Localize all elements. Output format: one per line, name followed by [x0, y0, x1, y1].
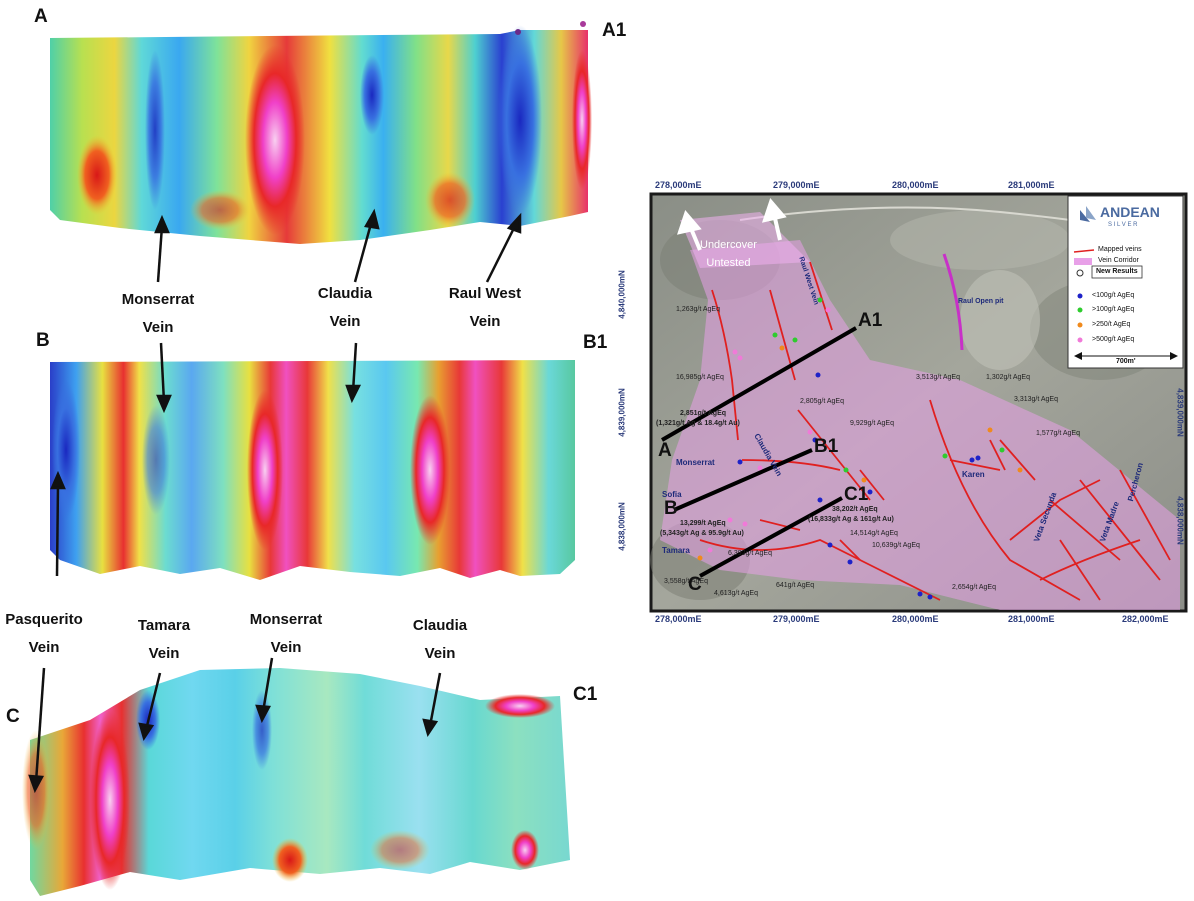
- vein-pointer-arrows: [28, 208, 522, 794]
- vein-suffix: Vein: [28, 639, 60, 656]
- vein-name: Tamara: [137, 617, 191, 634]
- vein-label-claudia-c: Claudia Vein: [390, 612, 490, 668]
- northing-tick: 4,839,000mN: [1175, 388, 1185, 437]
- vein-label-pasquerito-c: Pasquerito Vein: [0, 606, 88, 662]
- section-c-profile: [22, 668, 570, 896]
- section-a-profile: [50, 21, 592, 244]
- assay-label: 2,805g/t AgEq: [800, 398, 844, 405]
- map-label-raul-pit: Raul Open pit: [958, 298, 1004, 305]
- map-label-monserrat: Monserrat: [676, 458, 715, 467]
- northing-tick: 4,838,000mN: [1175, 496, 1185, 545]
- vein-label-monserrat-a: Monserrat Vein: [108, 286, 208, 342]
- map-section-b1-label: B1: [814, 436, 839, 457]
- section-b-end-label: B1: [583, 332, 608, 353]
- vein-suffix: Vein: [424, 645, 456, 662]
- undercover-label: Undercover Untested: [700, 236, 757, 272]
- section-b-start-label: B: [36, 330, 50, 351]
- legend-mapped-veins: Mapped veins: [1098, 246, 1142, 253]
- vein-name: Pasquerito: [5, 611, 83, 628]
- map-section-c1-label: C1: [844, 484, 869, 505]
- assay-label: 38,202/t AgEq: [832, 506, 878, 513]
- assay-label: 2,654g/t AgEq: [952, 584, 996, 591]
- scale-bar-label: 700m': [1116, 358, 1136, 365]
- northing-tick: 4,838,000mN: [617, 502, 627, 551]
- assay-label: 1,263g/t AgEq: [676, 306, 720, 313]
- vein-name: Raul West: [448, 285, 522, 302]
- andean-logo-subtext: S I L V E R: [1108, 222, 1138, 228]
- legend-item: <100g/t AgEq: [1092, 292, 1135, 299]
- section-b-profile: [50, 360, 575, 580]
- map-section-c-label: C: [688, 574, 702, 595]
- map-label-sofia: Sofia: [662, 490, 682, 499]
- assay-label: 4,613g/t AgEq: [714, 590, 758, 597]
- map-label-tamara: Tamara: [662, 546, 690, 555]
- vein-label-raul-west-a: Raul West Vein: [435, 280, 535, 336]
- map-section-a-label: A: [658, 440, 672, 461]
- easting-tick: 281,000mE: [1008, 614, 1055, 624]
- map-section-a1-label: A1: [858, 310, 883, 331]
- northing-tick: 4,839,000mN: [617, 388, 627, 437]
- assay-label: 9,929g/t AgEq: [850, 420, 894, 427]
- map-label-karen: Karen: [962, 470, 985, 479]
- vein-name: Monserrat: [249, 611, 323, 628]
- vein-suffix: Vein: [270, 639, 302, 656]
- vein-suffix: Vein: [329, 313, 361, 330]
- vein-suffix: Vein: [469, 313, 501, 330]
- vein-name: Claudia: [317, 285, 373, 302]
- vein-label-tamara-c: Tamara Vein: [124, 612, 204, 668]
- legend-item: >100g/t AgEq: [1092, 306, 1135, 313]
- section-c-end-label: C1: [573, 684, 598, 705]
- assay-label: 1,302g/t AgEq: [986, 374, 1030, 381]
- geologic-map: [649, 192, 1188, 613]
- vein-label-monserrat-c: Monserrat Vein: [236, 606, 336, 662]
- assay-label: (16,833g/t Ag & 161g/t Au): [808, 516, 894, 523]
- vein-suffix: Vein: [148, 645, 180, 662]
- legend-item: >500g/t AgEq: [1092, 336, 1135, 343]
- vein-label-claudia-a: Claudia Vein: [295, 280, 395, 336]
- vein-name: Claudia: [412, 617, 468, 634]
- assay-label: 6,392g/t AgEq: [728, 550, 772, 557]
- undercover-line: Untested: [706, 257, 751, 269]
- assay-label: 3,313g/t AgEq: [1014, 396, 1058, 403]
- assay-label: (5,343g/t Ag & 95.9g/t Au): [660, 530, 744, 537]
- vein-suffix: Vein: [142, 319, 174, 336]
- legend-item: >250/t AgEq: [1092, 321, 1131, 328]
- assay-label: 10,639g/t AgEq: [872, 542, 920, 549]
- assay-label: 3,513g/t AgEq: [916, 374, 960, 381]
- assay-label: (1,321g/t Ag & 18.4g/t Au): [656, 420, 740, 427]
- easting-tick: 278,000mE: [655, 180, 702, 190]
- map-section-b-label: B: [664, 498, 678, 519]
- assay-label: 1,577g/t AgEq: [1036, 430, 1080, 437]
- vein-name: Monserrat: [121, 291, 195, 308]
- legend-new-results: New Results: [1096, 268, 1138, 275]
- section-a-start-label: A: [34, 6, 48, 27]
- easting-tick: 282,000mE: [1122, 614, 1169, 624]
- assay-label: 2,851g/t AgEq: [680, 410, 727, 417]
- easting-tick: 280,000mE: [892, 180, 939, 190]
- easting-tick: 279,000mE: [773, 180, 820, 190]
- assay-label: 3,558g/t AgEq: [664, 578, 708, 585]
- northing-tick: 4,840,000mN: [617, 270, 627, 319]
- section-c-start-label: C: [6, 706, 20, 727]
- legend-vein-corridor: Vein Corridor: [1098, 257, 1139, 264]
- undercover-line: Undercover: [700, 239, 757, 251]
- assay-label: 14,514g/t AgEq: [850, 530, 898, 537]
- andean-logo-text: ANDEAN: [1100, 204, 1160, 220]
- section-a-end-label: A1: [602, 20, 627, 41]
- easting-tick: 279,000mE: [773, 614, 820, 624]
- assay-label: 641g/t AgEq: [776, 582, 815, 589]
- assay-label: 16,985g/t AgEq: [676, 374, 724, 381]
- assay-label: 13,299/t AgEq: [680, 520, 726, 527]
- easting-tick: 281,000mE: [1008, 180, 1055, 190]
- easting-tick: 278,000mE: [655, 614, 702, 624]
- easting-tick: 280,000mE: [892, 614, 939, 624]
